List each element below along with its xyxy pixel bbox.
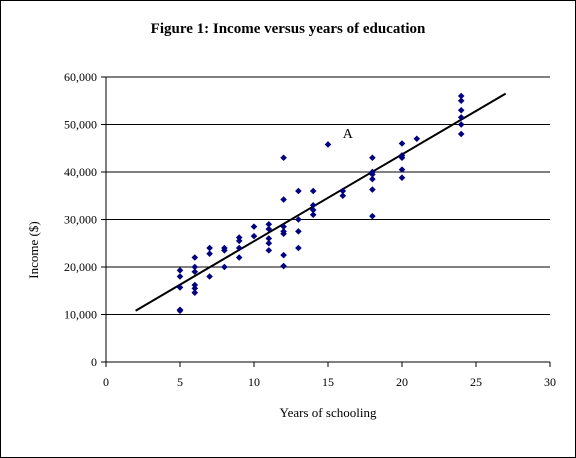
data-point xyxy=(191,263,199,271)
data-point xyxy=(280,154,287,162)
data-point xyxy=(191,281,199,289)
x-tick-label: 20 xyxy=(396,375,408,389)
data-point xyxy=(250,223,258,230)
y-tick-label: 40,000 xyxy=(64,165,97,179)
data-point xyxy=(295,216,302,223)
data-point xyxy=(280,262,287,270)
data-point xyxy=(206,273,213,280)
data-point xyxy=(309,201,317,209)
data-point xyxy=(250,232,258,240)
y-tick-label: 60,000 xyxy=(64,70,97,84)
data-point xyxy=(176,267,184,274)
x-tick-label: 15 xyxy=(322,375,334,389)
data-point xyxy=(457,130,465,138)
data-point xyxy=(191,254,199,261)
data-point xyxy=(265,235,273,242)
data-point xyxy=(324,141,332,148)
data-point xyxy=(265,239,273,247)
data-point xyxy=(457,121,465,128)
data-point xyxy=(339,187,347,195)
data-point xyxy=(369,186,376,193)
data-point xyxy=(398,140,406,147)
data-point xyxy=(309,211,317,219)
data-point xyxy=(280,196,287,203)
data-point xyxy=(280,223,287,230)
data-point xyxy=(398,174,406,181)
data-point xyxy=(176,273,184,280)
data-point xyxy=(369,171,376,178)
data-point xyxy=(457,92,465,100)
data-point xyxy=(369,175,376,183)
data-point xyxy=(309,187,317,195)
data-point xyxy=(457,97,465,105)
data-point xyxy=(339,192,347,200)
data-point xyxy=(206,244,213,252)
chart-title: Figure 1: Income versus years of educati… xyxy=(150,21,426,37)
data-point xyxy=(295,244,302,252)
data-point xyxy=(413,135,421,143)
data-point xyxy=(265,225,273,233)
data-point xyxy=(280,251,287,259)
data-point xyxy=(398,154,406,162)
data-point xyxy=(295,228,302,235)
data-point xyxy=(398,166,406,173)
x-tick-label: 0 xyxy=(103,375,109,389)
data-point xyxy=(265,220,273,228)
data-point xyxy=(191,268,199,276)
y-tick-label: 30,000 xyxy=(64,213,97,227)
data-point xyxy=(176,307,184,314)
data-point xyxy=(295,187,302,195)
data-point xyxy=(176,284,184,291)
y-tick-label: 0 xyxy=(91,355,97,369)
data-point xyxy=(235,237,243,245)
data-point xyxy=(221,263,228,271)
y-tick-label: 20,000 xyxy=(64,260,97,274)
x-tick-label: 5 xyxy=(177,375,183,389)
data-point xyxy=(235,244,243,252)
data-point xyxy=(280,230,287,238)
data-point xyxy=(235,254,243,261)
data-point xyxy=(221,247,228,254)
x-axis-label: Years of schooling xyxy=(279,405,377,420)
data-point xyxy=(235,234,243,241)
data-point xyxy=(206,250,213,257)
data-point xyxy=(457,106,465,114)
data-point xyxy=(265,247,273,254)
x-tick-label: 30 xyxy=(544,375,556,389)
annotation-label: A xyxy=(343,127,354,142)
data-point xyxy=(309,206,317,214)
y-tick-label: 10,000 xyxy=(64,308,97,322)
y-tick-label: 50,000 xyxy=(64,118,97,132)
data-point xyxy=(369,154,376,162)
data-point xyxy=(191,289,199,296)
data-point xyxy=(191,285,199,292)
x-tick-label: 25 xyxy=(470,375,482,389)
x-tick-label: 10 xyxy=(248,375,260,389)
data-point xyxy=(457,114,465,121)
trend-line xyxy=(135,92,507,312)
data-point xyxy=(369,212,376,220)
